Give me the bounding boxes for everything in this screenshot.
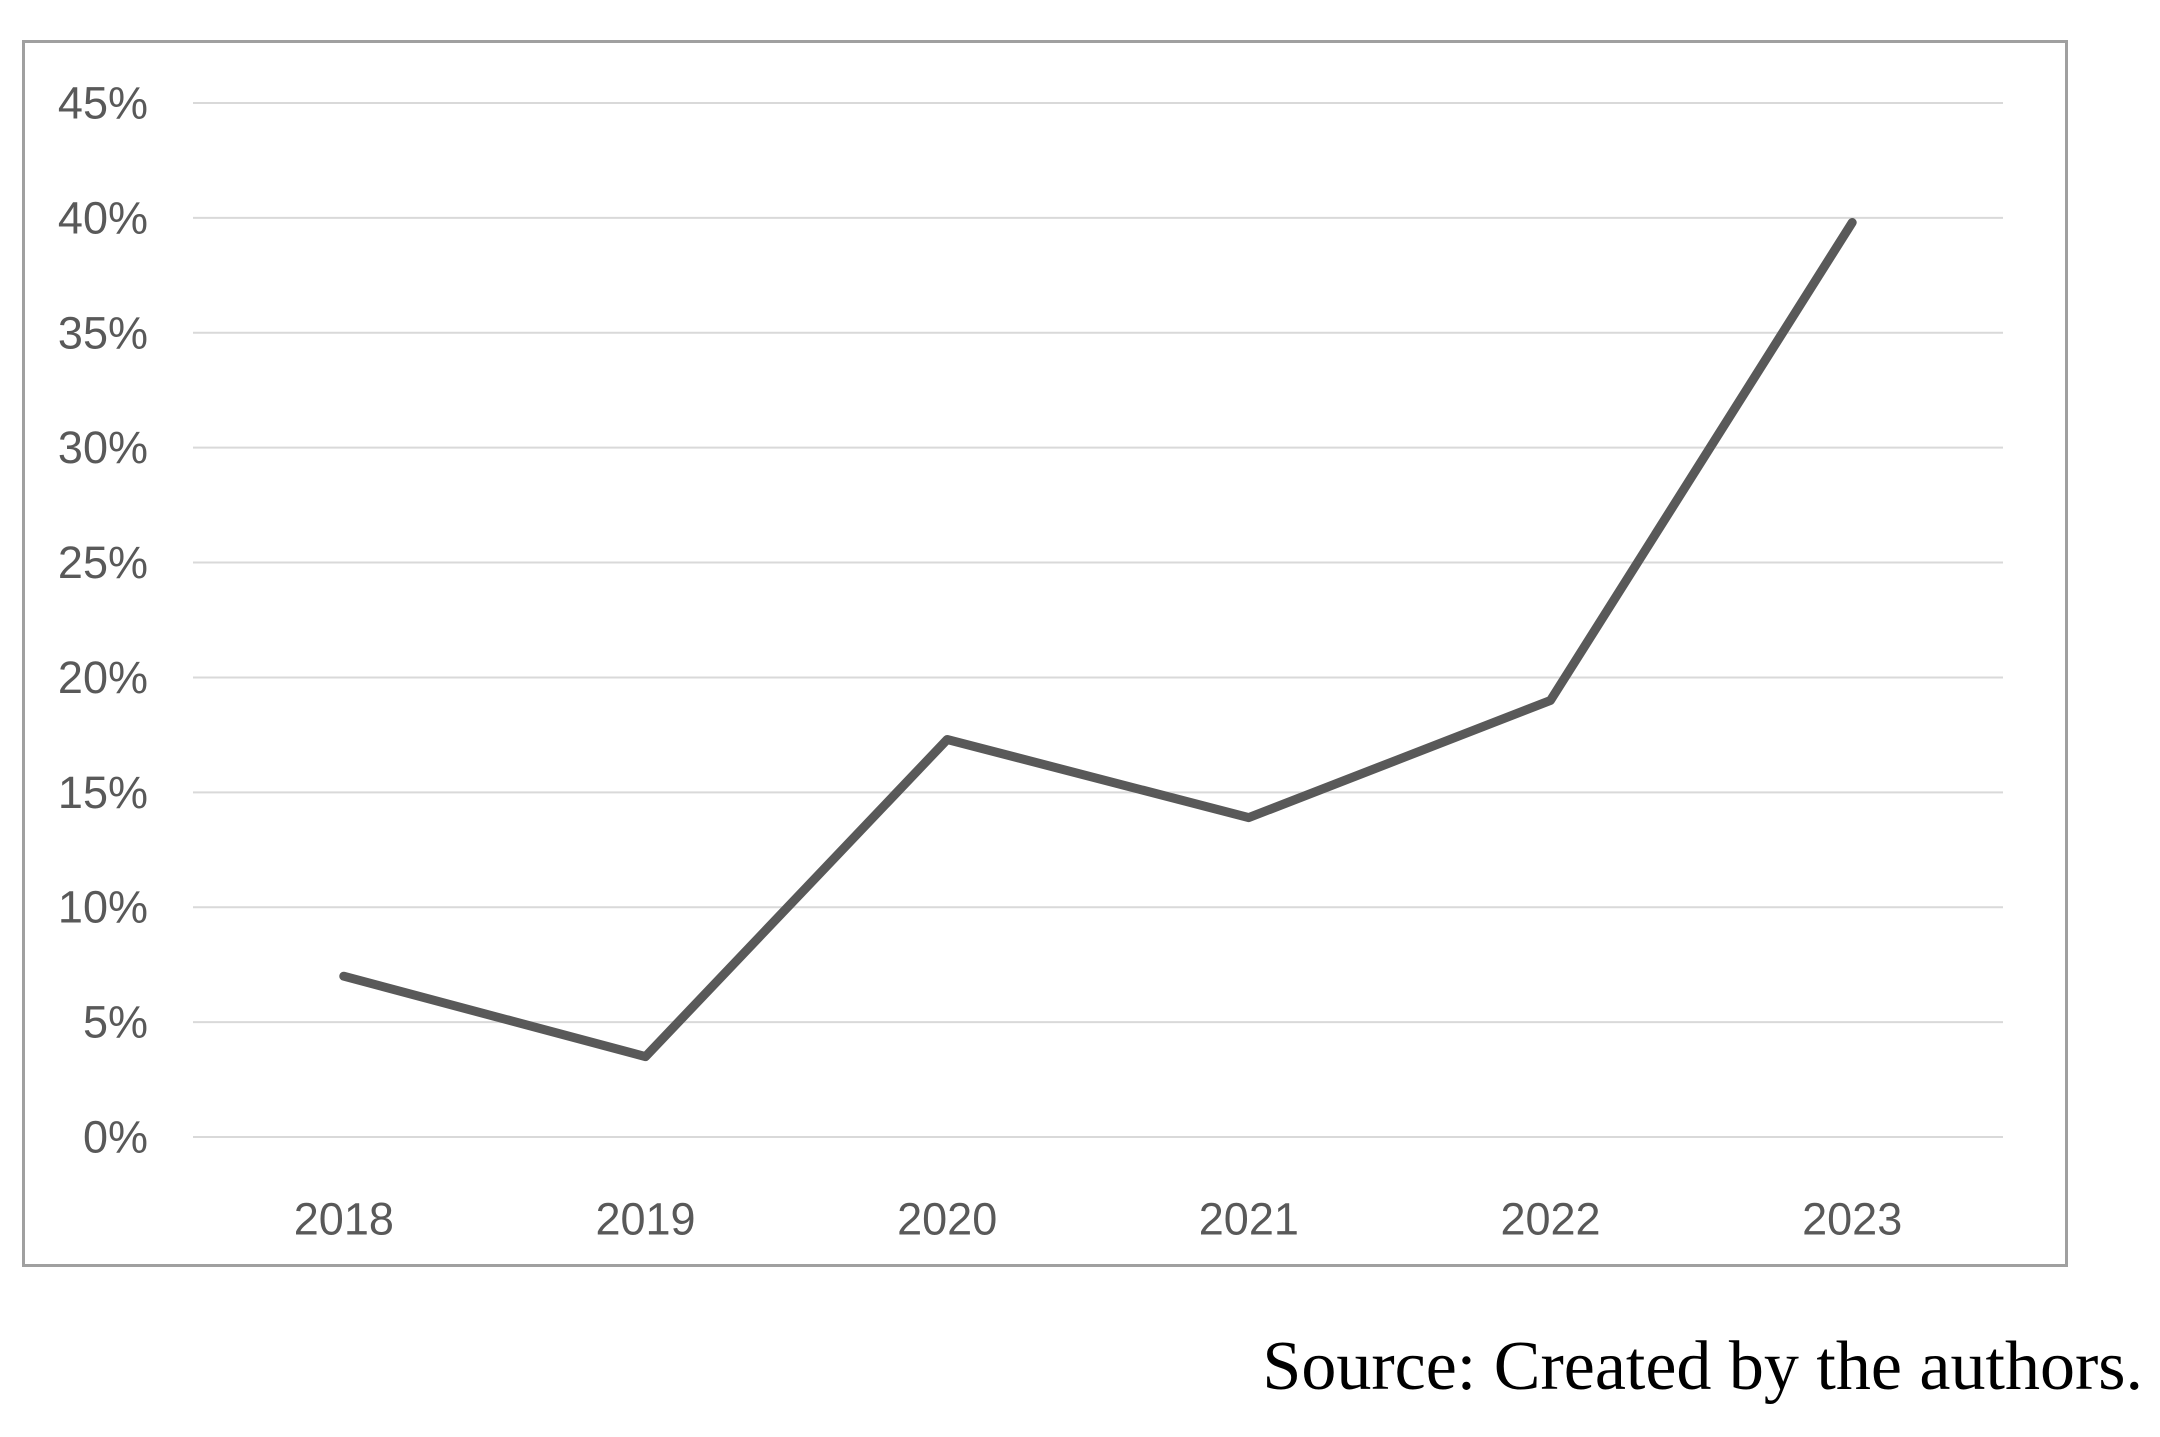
x-tick-label: 2020 <box>897 1194 997 1245</box>
y-tick-label: 10% <box>58 882 148 933</box>
x-tick-label: 2023 <box>1802 1194 1902 1245</box>
y-tick-label: 25% <box>58 537 148 588</box>
y-tick-label: 5% <box>83 997 148 1048</box>
source-caption: Source: Created by the authors. <box>1262 1328 2143 1405</box>
y-tick-label: 20% <box>58 652 148 703</box>
y-tick-label: 35% <box>58 307 148 358</box>
y-tick-label: 30% <box>58 422 148 473</box>
y-tick-label: 0% <box>83 1112 148 1163</box>
line-chart: 0% 5% 10% 15% 20% 25% 30% 35% 40% 45% 2018 2019 2020… <box>58 78 2003 1245</box>
x-tick-label: 2018 <box>294 1194 394 1245</box>
data-line <box>339 218 1857 1062</box>
y-tick-label: 15% <box>58 767 148 818</box>
y-tick-label: 40% <box>58 192 148 243</box>
x-tick-label: 2021 <box>1199 1194 1299 1245</box>
y-tick-label: 45% <box>58 78 148 129</box>
x-tick-label: 2022 <box>1500 1194 1600 1245</box>
chart-frame: 0% 5% 10% 15% 20% 25% 30% 35% 40% 45% 2018 2019 2020… <box>22 40 2068 1267</box>
x-tick-label: 2019 <box>595 1194 695 1245</box>
